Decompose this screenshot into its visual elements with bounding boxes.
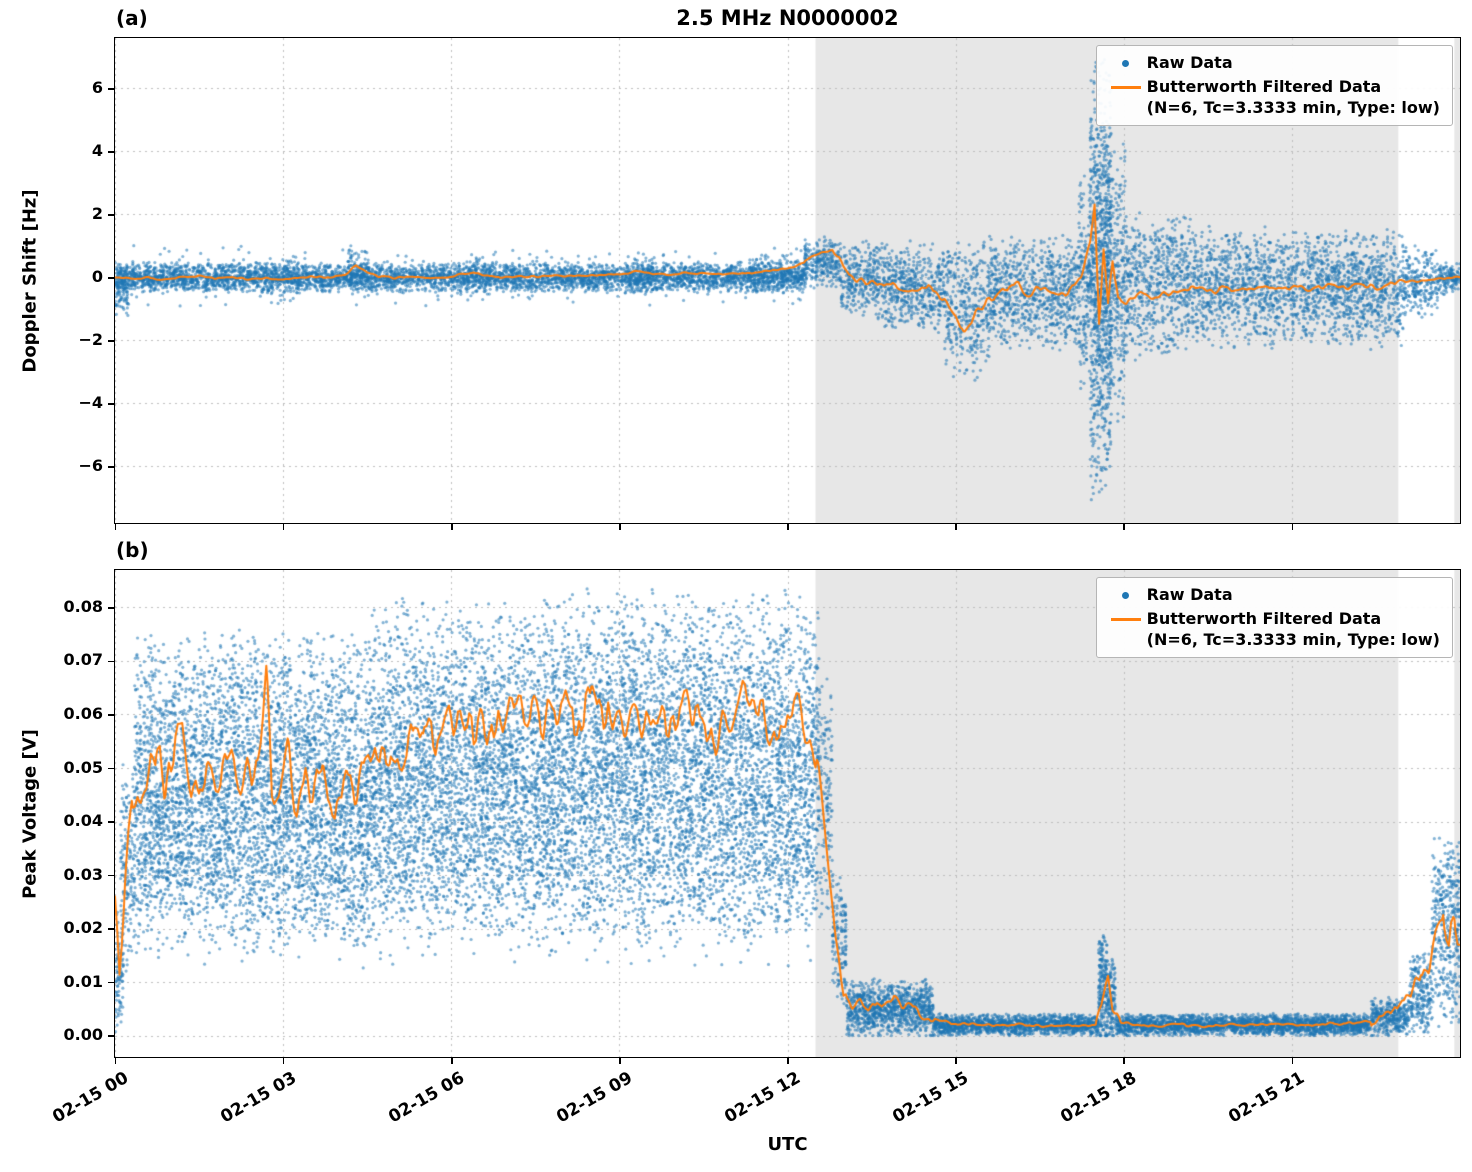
x-tick-mark xyxy=(1291,1058,1294,1064)
y-tick-mark xyxy=(108,660,114,663)
legend-b-filtered-marker-cell xyxy=(1105,609,1147,651)
x-tick-mark xyxy=(282,524,285,530)
y-tick-label: 0.00 xyxy=(63,1025,103,1045)
y-tick-label: 0.01 xyxy=(63,971,103,991)
legend-b-raw-label: Raw Data xyxy=(1146,585,1233,604)
figure-title: 2.5 MHz N0000002 xyxy=(676,6,899,30)
legend-a: Raw Data Butterworth Filtered Data (N=6,… xyxy=(1095,45,1453,127)
y-tick-mark xyxy=(108,151,114,153)
x-tick-mark xyxy=(114,1058,117,1064)
y-tick-mark xyxy=(108,88,114,90)
legend-b-filtered-sublabel: (N=6, Tc=3.3333 min, Type: low) xyxy=(1146,629,1440,649)
y-tick-mark xyxy=(108,874,114,877)
x-tick-label: 02-15 21 xyxy=(1225,1068,1309,1128)
x-tick-mark xyxy=(619,524,621,530)
y-tick-label: 0.05 xyxy=(63,757,103,777)
y-tick-mark xyxy=(108,277,114,279)
legend-a-filtered-label: Butterworth Filtered Data xyxy=(1146,76,1382,96)
raw-data-marker-icon xyxy=(1122,60,1130,67)
x-tick-mark xyxy=(955,524,957,530)
y-tick-mark xyxy=(108,714,114,716)
y-tick-mark xyxy=(108,403,114,405)
x-tick-label: 02-15 15 xyxy=(889,1068,973,1128)
legend-a-raw-label: Raw Data xyxy=(1146,53,1233,72)
y-tick-label: −2 xyxy=(78,329,103,349)
y-tick-mark xyxy=(108,928,114,930)
y-tick-label: −6 xyxy=(78,455,103,475)
y-tick-mark xyxy=(108,767,114,770)
filtered-line-marker-icon xyxy=(1110,85,1141,89)
y-tick-mark xyxy=(108,214,114,216)
legend-b-filtered-cell: Butterworth Filtered Data (N=6, Tc=3.333… xyxy=(1147,609,1440,651)
y-tick-label: 6 xyxy=(91,77,103,97)
x-tick-mark xyxy=(619,1058,621,1064)
y-tick-label: 0.08 xyxy=(63,596,103,616)
y-tick-mark xyxy=(108,981,114,984)
x-tick-mark xyxy=(787,524,789,530)
raw-data-marker-icon xyxy=(1122,592,1130,599)
filtered-line-marker-icon xyxy=(1110,617,1141,621)
x-tick-label: 02-15 12 xyxy=(721,1068,804,1128)
legend-a-filtered-cell: Butterworth Filtered Data (N=6, Tc=3.333… xyxy=(1147,77,1440,119)
x-axis-label: UTC xyxy=(767,1134,808,1155)
panel-b-tag: (b) xyxy=(116,538,149,562)
x-tick-mark xyxy=(450,524,453,530)
y-tick-label: 2 xyxy=(91,203,103,223)
y-tick-mark xyxy=(108,607,114,609)
legend-a-filtered-marker-cell xyxy=(1105,77,1147,119)
y-tick-mark xyxy=(108,1035,114,1037)
legend-a-filtered-sublabel: (N=6, Tc=3.3333 min, Type: low) xyxy=(1146,97,1440,117)
x-tick-mark xyxy=(1123,1058,1126,1064)
y-tick-label: 4 xyxy=(91,140,103,160)
y-tick-mark xyxy=(108,340,114,342)
x-tick-mark xyxy=(1291,524,1294,530)
x-tick-mark xyxy=(1123,524,1126,530)
legend-a-raw-marker-cell xyxy=(1105,53,1147,74)
panel-a-tag: (a) xyxy=(116,6,148,30)
y-tick-label: 0.04 xyxy=(63,811,103,831)
x-tick-mark xyxy=(282,1058,285,1064)
y-tick-label: −4 xyxy=(78,392,103,412)
y-tick-label: 0 xyxy=(91,266,103,286)
x-tick-label: 02-15 03 xyxy=(216,1068,300,1128)
x-tick-mark xyxy=(955,1058,957,1064)
x-tick-mark xyxy=(114,524,117,530)
x-tick-label: 02-15 06 xyxy=(385,1068,468,1128)
x-tick-label: 02-15 00 xyxy=(48,1068,132,1128)
legend-b-raw-marker-cell xyxy=(1105,585,1147,606)
y-tick-label: 0.06 xyxy=(63,703,103,723)
legend-b-filtered-label: Butterworth Filtered Data xyxy=(1146,608,1382,628)
y-tick-label: 0.07 xyxy=(63,650,103,670)
y-tick-label: 0.02 xyxy=(63,918,103,938)
x-tick-mark xyxy=(787,1058,789,1064)
y-tick-label: 0.03 xyxy=(63,864,103,884)
x-tick-label: 02-15 09 xyxy=(553,1068,636,1128)
x-tick-label: 02-15 18 xyxy=(1057,1068,1141,1128)
legend-b: Raw Data Butterworth Filtered Data (N=6,… xyxy=(1095,577,1453,659)
y-tick-mark xyxy=(108,466,114,468)
y-tick-mark xyxy=(108,821,114,823)
x-tick-mark xyxy=(450,1058,453,1064)
